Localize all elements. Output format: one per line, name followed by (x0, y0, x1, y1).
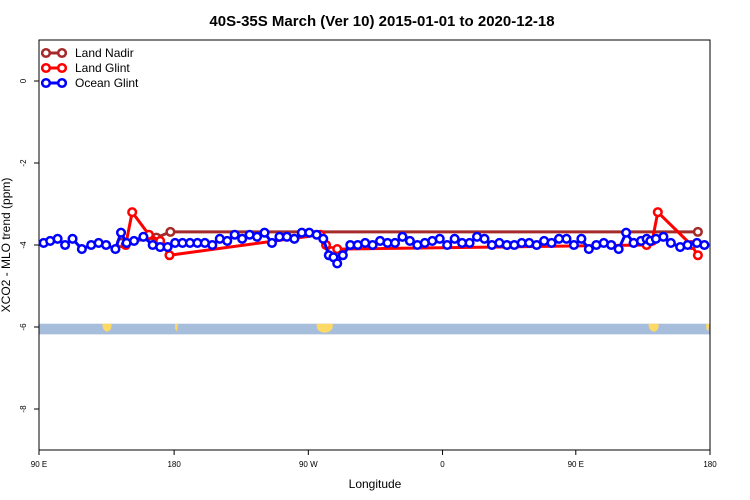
data-point-ocean-glint (367, 239, 378, 251)
data-point-ocean-glint (115, 227, 127, 238)
data-point-ocean-glint (229, 229, 240, 240)
legend-marker-ocean-glint (40, 77, 52, 89)
data-point-ocean-glint (266, 237, 278, 248)
data-point-land-nadir (165, 226, 176, 237)
data-point-ocean-glint (252, 231, 263, 242)
legend-marker-land-nadir (40, 47, 52, 59)
data-point-ocean-glint (207, 239, 218, 251)
land-patch (175, 323, 179, 332)
data-point-ocean-glint (613, 244, 624, 255)
data-point-land-glint (164, 250, 175, 261)
land-patch (102, 323, 112, 332)
data-point-ocean-glint (665, 237, 676, 248)
x-tick-label: 90 E (31, 460, 47, 469)
data-point-ocean-glint (434, 233, 445, 244)
data-point-ocean-glint (259, 227, 270, 238)
y-axis-label: XCO2 - MLO trend (ppm) (0, 178, 13, 313)
legend-label-land-nadir: Land Nadir (75, 46, 134, 60)
legend-marker-ocean-glint (56, 77, 68, 89)
data-point-ocean-glint (332, 258, 343, 269)
data-point-ocean-glint (404, 235, 415, 246)
chart-title: 40S-35S March (Ver 10) 2015-01-01 to 202… (209, 13, 554, 30)
data-point-ocean-glint (699, 239, 710, 251)
data-point-land-glint (127, 207, 138, 218)
data-point-ocean-glint (546, 237, 557, 248)
data-point-ocean-glint (397, 231, 408, 242)
data-point-ocean-glint (67, 233, 78, 244)
data-point-ocean-glint (237, 233, 248, 244)
land-ocean-band (39, 323, 710, 335)
legend-marker-land-glint (56, 62, 68, 74)
data-point-ocean-glint (129, 235, 140, 246)
land-patch (316, 323, 333, 333)
data-point-ocean-glint (583, 244, 594, 255)
legend-marker-land-nadir (56, 47, 68, 59)
y-tick-label: -6 (19, 323, 28, 331)
x-tick-label: 90 W (299, 460, 318, 469)
y-tick-label: -4 (19, 241, 28, 249)
data-point-ocean-glint (561, 233, 572, 244)
data-point-ocean-glint (318, 233, 329, 244)
data-point-ocean-glint (682, 239, 693, 251)
x-tick-label: 0 (440, 460, 445, 469)
data-point-land-glint (692, 250, 703, 261)
x-tick-label: 180 (703, 460, 717, 469)
data-point-ocean-glint (337, 250, 348, 261)
data-point-land-glint (652, 207, 663, 218)
data-point-ocean-glint (389, 237, 401, 248)
data-point-ocean-glint (464, 237, 475, 248)
data-point-ocean-glint (606, 239, 617, 251)
data-point-ocean-glint (449, 233, 460, 244)
x-tick-label: 90 E (568, 460, 584, 469)
y-tick-label: 0 (19, 78, 28, 83)
plot-area: 90 E 180 90 W 0 90 E 180 0 -2 -4 -6 -8 (19, 39, 717, 469)
y-tick-label: -8 (19, 405, 28, 413)
data-point-ocean-glint (60, 239, 71, 251)
data-point-ocean-glint (289, 233, 300, 244)
x-tick-label: 180 (167, 460, 181, 469)
x-axis-label: Longitude (349, 477, 402, 491)
land-patch (648, 323, 659, 332)
data-point-ocean-glint (222, 235, 233, 246)
data-point-ocean-glint (138, 231, 149, 242)
data-point-ocean-glint (479, 233, 490, 244)
data-point-land-nadir (692, 226, 703, 237)
legend-marker-land-glint (40, 62, 52, 74)
data-point-ocean-glint (531, 239, 542, 251)
legend-label-ocean-glint: Ocean Glint (75, 76, 139, 90)
data-point-ocean-glint (110, 244, 121, 255)
data-point-ocean-glint (101, 239, 112, 251)
y-tick-label: -2 (19, 159, 28, 167)
data-point-ocean-glint (162, 242, 173, 253)
data-point-ocean-glint (76, 244, 87, 255)
data-point-ocean-glint (621, 227, 632, 238)
land-patch (706, 323, 710, 332)
data-point-ocean-glint (658, 231, 669, 242)
data-point-ocean-glint (576, 233, 587, 244)
data-point-ocean-glint (52, 233, 63, 244)
data-point-ocean-glint (442, 239, 453, 251)
legend-label-land-glint: Land Glint (75, 61, 130, 75)
data-point-land-glint (332, 244, 343, 255)
data-point-ocean-glint (568, 239, 579, 251)
